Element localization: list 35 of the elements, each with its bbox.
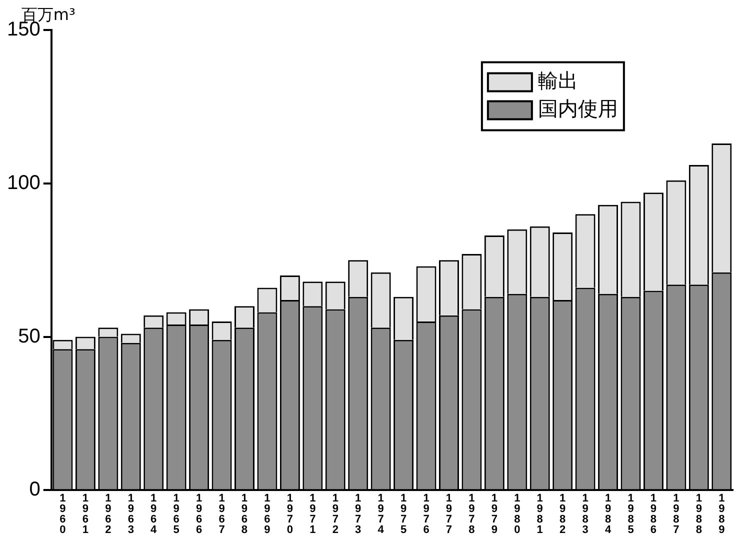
x-tick-label: 1988 [696, 492, 702, 536]
x-tick-label: 1985 [628, 492, 634, 536]
x-tick-label: 1965 [173, 492, 180, 536]
x-tick-label: 1960 [60, 492, 66, 536]
x-tick-label: 1961 [82, 492, 89, 536]
x-tick-label: 1967 [218, 492, 225, 536]
x-tick-label: 1977 [446, 492, 452, 536]
y-tick-label: 50 [18, 325, 40, 348]
x-tick-label: 1981 [536, 492, 543, 536]
x-tick-label: 1962 [105, 492, 112, 536]
legend-label: 輸出 [538, 68, 578, 92]
x-tick-label: 1978 [468, 492, 475, 536]
x-tick-label: 1968 [241, 492, 248, 536]
x-tick-label: 1989 [718, 492, 725, 536]
x-tick-label: 1970 [286, 492, 293, 536]
x-tick-label: 1974 [378, 492, 385, 536]
legend-label: 国内使用 [538, 96, 618, 120]
y-tick-label: 100 [6, 172, 40, 194]
x-tick-label: 1980 [514, 492, 520, 536]
y-tick-label: 0 [29, 478, 40, 501]
x-tick-label: 1972 [332, 492, 338, 536]
x-tick-label: 1984 [604, 492, 612, 536]
x-tick-label: 1979 [491, 492, 498, 536]
x-tick-label: 1964 [150, 492, 158, 536]
x-tick-label: 1975 [400, 492, 407, 536]
x-tick-label: 1966 [196, 492, 202, 536]
x-tick-label: 1969 [264, 492, 270, 536]
x-tick-label: 1986 [650, 492, 657, 536]
x-tick-label: 1983 [582, 492, 588, 536]
x-tick-label: 1973 [355, 492, 362, 536]
x-tick-label: 1982 [560, 492, 566, 536]
x-tick-label: 1971 [310, 492, 316, 536]
x-tick-label: 1987 [673, 492, 680, 536]
x-tick-label: 1976 [423, 492, 430, 536]
x-tick-label: 1963 [128, 492, 134, 536]
